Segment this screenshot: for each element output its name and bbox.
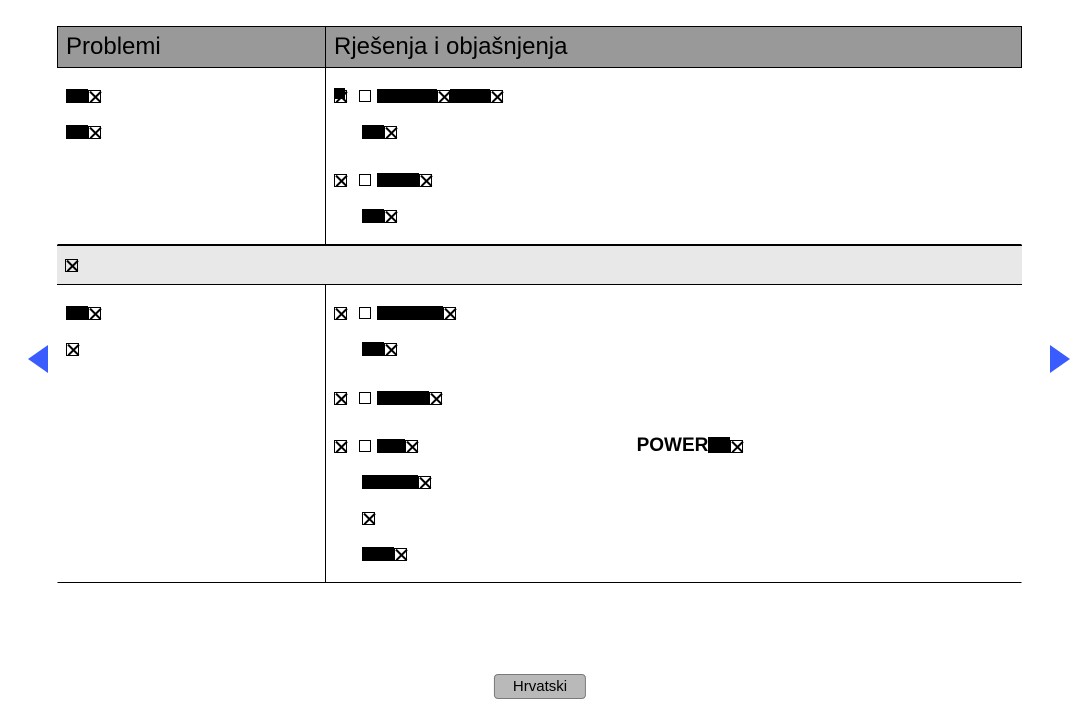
solution-cell: POWER <box>326 285 1021 582</box>
problem-cell <box>58 285 326 582</box>
problem-cell <box>58 68 326 244</box>
prev-page-arrow[interactable] <box>28 345 48 373</box>
header-problems: Problemi <box>58 27 326 67</box>
power-label: POWER <box>637 435 709 456</box>
table-row: POWER <box>57 285 1022 583</box>
table-row <box>57 68 1022 245</box>
language-badge: Hrvatski <box>494 674 586 699</box>
troubleshooting-table: Problemi Rješenja i objašnjenja <box>57 26 1022 583</box>
header-solutions: Rješenja i objašnjenja <box>326 27 1021 67</box>
table-section-row <box>57 245 1022 285</box>
table-header-row: Problemi Rješenja i objašnjenja <box>57 26 1022 68</box>
solution-cell <box>326 68 1021 244</box>
manual-page: Problemi Rješenja i objašnjenja <box>0 0 1080 705</box>
next-page-arrow[interactable] <box>1050 345 1070 373</box>
